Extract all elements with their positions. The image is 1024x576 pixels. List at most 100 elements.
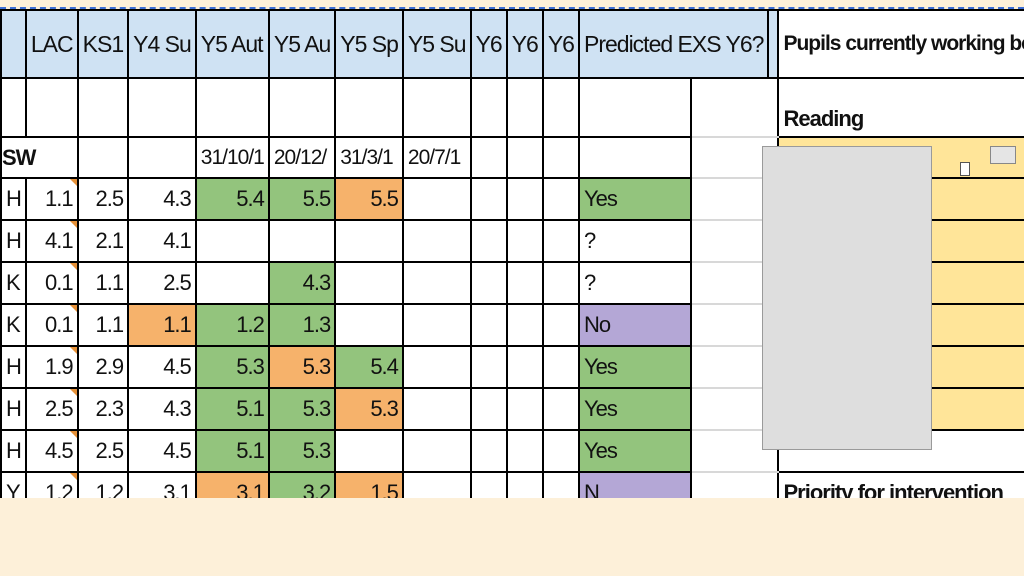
cell[interactable] [541,387,580,431]
cell[interactable] [768,77,779,138]
date-cell[interactable]: 31/3/1 [334,136,404,179]
cell-y5-autumn[interactable]: 5.1 [194,387,270,431]
cell[interactable] [690,429,769,473]
cell[interactable] [541,471,580,498]
header-cell-y6[interactable]: Y6 [469,9,508,79]
cell-y5-autumn-2[interactable]: 5.3 [267,345,337,389]
cell[interactable] [690,177,769,221]
cell-lac[interactable]: 4.1 [24,219,79,263]
cell-lac[interactable]: 1.2 [24,471,79,498]
cell[interactable] [127,136,197,179]
cell[interactable] [768,471,779,498]
cell-lac[interactable]: 0.1 [24,303,79,347]
cell-y5-autumn[interactable] [194,261,270,305]
cell-y5-spring[interactable] [334,303,404,347]
cell[interactable]: H [0,177,27,221]
cell-y5-autumn-2[interactable]: 3.2 [267,471,337,498]
cell-lac[interactable]: 2.5 [24,387,79,431]
cell-y4[interactable]: 2.5 [127,261,197,305]
header-cell-predicted-exs[interactable]: Predicted EXS Y6? [577,9,770,79]
cell-predicted[interactable]: No [577,303,692,347]
cell[interactable] [541,77,580,138]
cell-y5-autumn-2[interactable]: 1.3 [267,303,337,347]
cell[interactable] [24,77,79,138]
cell[interactable] [505,77,544,138]
header-cell-y6[interactable]: Y6 [505,9,544,79]
cell-ks1[interactable]: 1.2 [76,471,130,498]
cell-y4[interactable]: 4.5 [127,429,197,473]
cell[interactable] [401,177,472,221]
cell[interactable]: K [0,303,27,347]
cell[interactable] [469,471,508,498]
cell-y4[interactable]: 1.1 [127,303,197,347]
header-cell[interactable] [767,9,780,79]
cell[interactable] [194,77,270,138]
cell-y5-autumn[interactable] [194,219,270,263]
cell[interactable] [469,345,508,389]
header-cell-y6[interactable]: Y6 [541,9,580,79]
cell[interactable] [541,136,580,179]
cell[interactable] [541,177,580,221]
cell[interactable] [401,303,472,347]
section-title-reading[interactable]: Reading [777,77,1024,138]
cell[interactable] [469,429,508,473]
cell-y5-autumn-2[interactable]: 4.3 [267,261,337,305]
cell[interactable] [76,77,130,138]
cell-ks1[interactable]: 1.1 [76,261,130,305]
cell[interactable] [505,136,544,179]
cell[interactable] [505,387,544,431]
header-cell-y5-spring[interactable]: Y5 Sp [334,9,404,79]
cell-predicted[interactable]: ? [577,261,692,305]
cell[interactable] [577,77,692,138]
cell-y5-autumn[interactable]: 5.1 [194,429,270,473]
cell-y5-spring[interactable]: 5.5 [334,177,404,221]
cell-ks1[interactable]: 1.1 [76,303,130,347]
cell[interactable] [690,219,769,263]
cell[interactable] [541,303,580,347]
cell[interactable] [690,471,769,498]
cell[interactable]: H [0,387,27,431]
cell[interactable] [690,345,769,389]
cell[interactable] [690,77,769,138]
cell-y5-spring[interactable]: 5.4 [334,345,404,389]
cell[interactable] [505,261,544,305]
cell[interactable] [690,303,769,347]
cell[interactable] [541,429,580,473]
cell-y5-spring[interactable] [334,261,404,305]
cell-y5-autumn-2[interactable]: 5.5 [267,177,337,221]
header-cell-y5-autumn-2[interactable]: Y5 Au [267,9,337,79]
cell[interactable] [469,387,508,431]
cell-lac[interactable]: 0.1 [24,261,79,305]
cell[interactable] [505,471,544,498]
cell-priority-label[interactable]: Priority for intervention [777,471,1024,498]
cell-ks1[interactable]: 2.9 [76,345,130,389]
date-cell[interactable]: 31/10/1 [194,136,270,179]
cell[interactable] [469,261,508,305]
cell-y4[interactable]: 4.1 [127,219,197,263]
header-cell-lac[interactable]: LAC [24,9,79,79]
cell[interactable] [401,77,472,138]
cell-ks1[interactable]: 2.5 [76,429,130,473]
cell-y5-autumn-2[interactable]: 5.3 [267,429,337,473]
cell-ks1[interactable]: 2.5 [76,177,130,221]
cell[interactable] [505,345,544,389]
cell-y5-spring[interactable] [334,219,404,263]
cell-y5-autumn[interactable]: 1.2 [194,303,270,347]
cell[interactable]: H [0,345,27,389]
cell-y4[interactable]: 4.3 [127,177,197,221]
cell[interactable] [127,77,197,138]
cell-y5-autumn[interactable]: 5.3 [194,345,270,389]
cell[interactable] [505,429,544,473]
cell[interactable] [334,77,404,138]
cell[interactable] [505,177,544,221]
cell[interactable] [401,387,472,431]
cell[interactable] [469,77,508,138]
cell[interactable] [0,77,27,138]
header-cell-y5-autumn[interactable]: Y5 Aut [194,9,270,79]
cell[interactable] [541,345,580,389]
header-cell[interactable] [0,9,27,79]
cell-ks1[interactable]: 2.1 [76,219,130,263]
cell[interactable] [690,136,769,179]
cell[interactable] [541,219,580,263]
image-placeholder-overlay[interactable] [762,146,932,450]
